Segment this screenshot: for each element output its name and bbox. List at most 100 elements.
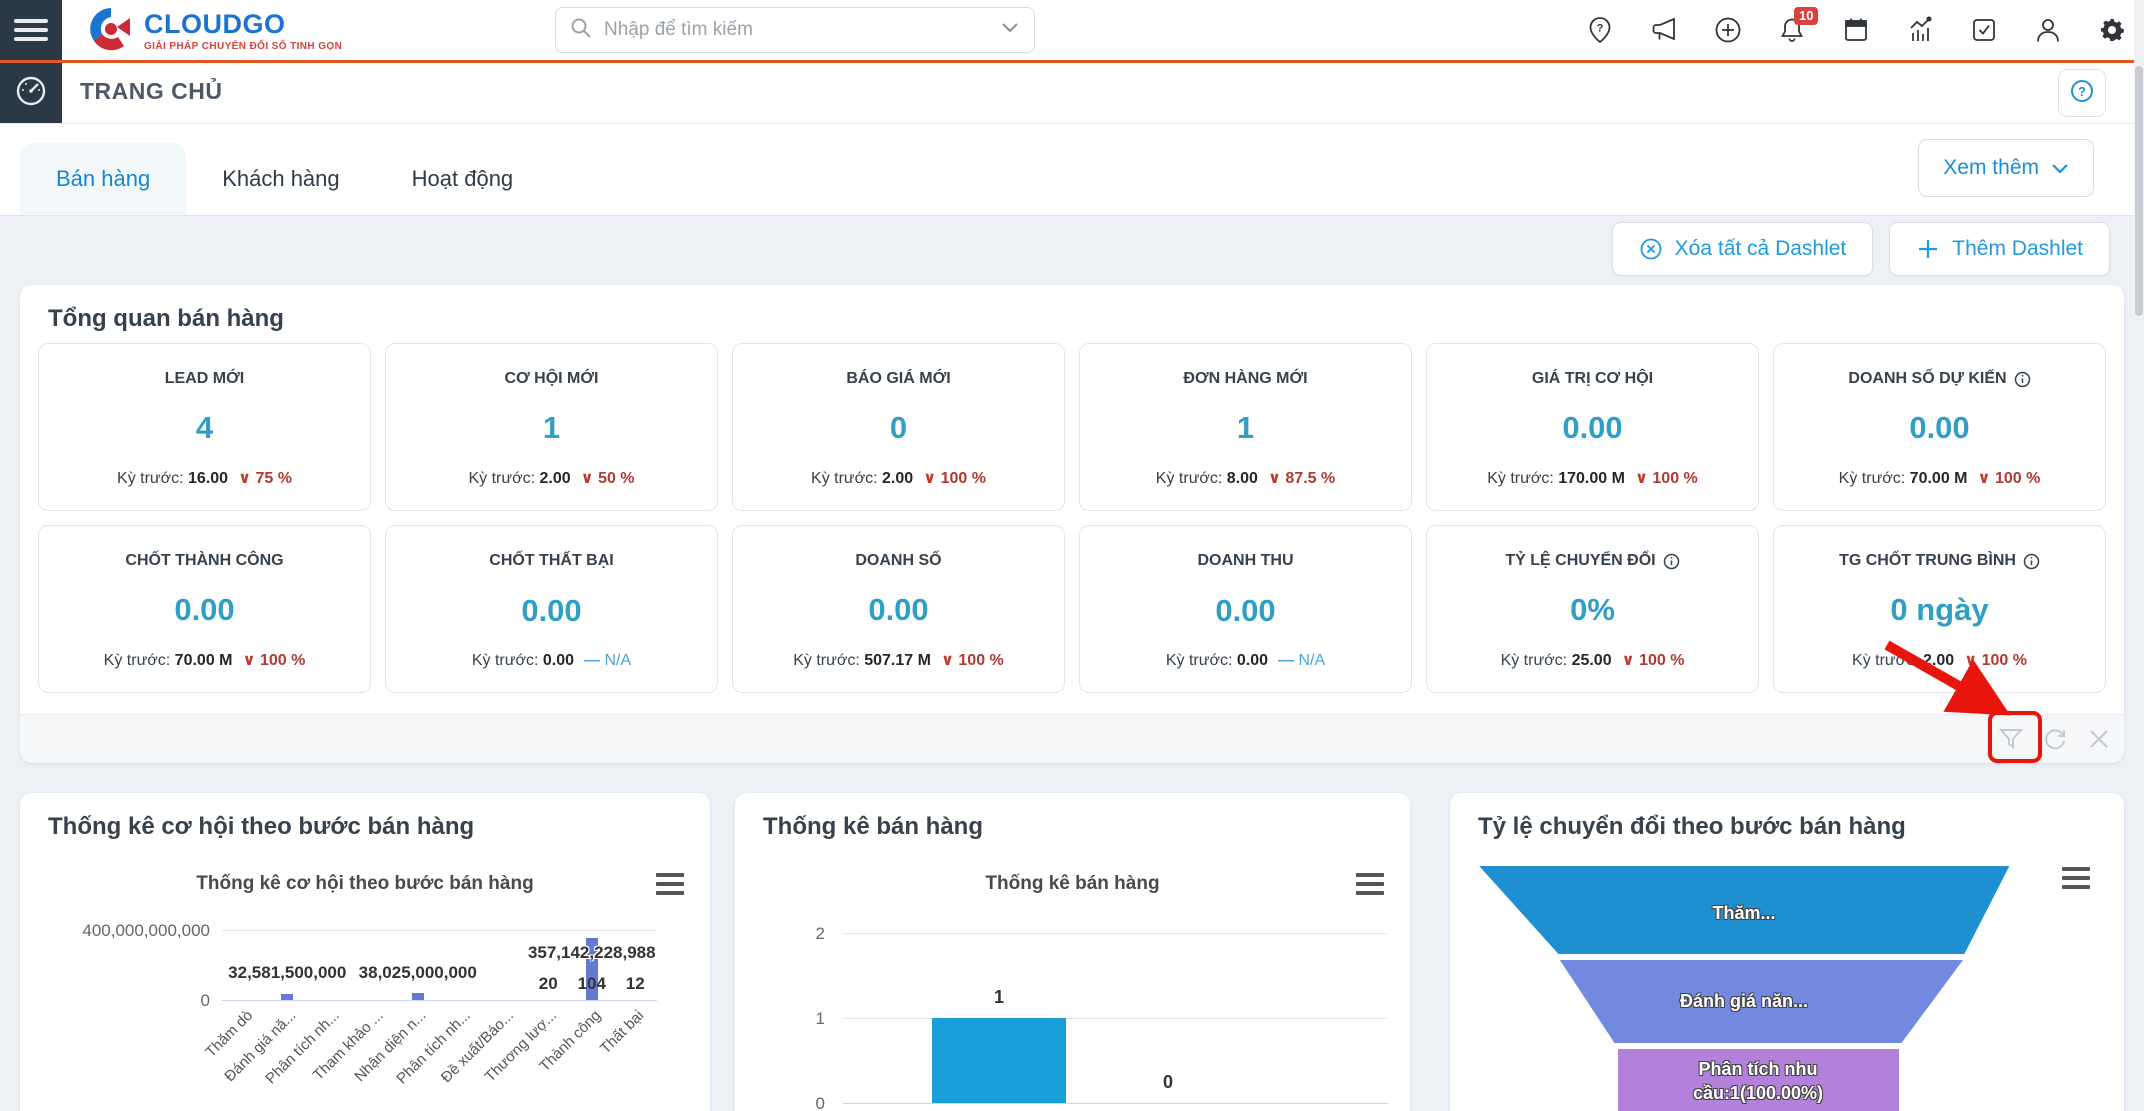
info-icon[interactable] — [1663, 553, 1680, 570]
data-label: 1 — [993, 987, 1005, 1007]
tasks-icon[interactable] — [1969, 15, 1999, 45]
plus-circle-icon[interactable] — [1713, 15, 1743, 45]
chevron-down-icon[interactable] — [1000, 21, 1020, 39]
data-label: 0 — [1162, 1072, 1174, 1092]
count-label: 104 — [577, 974, 606, 993]
funnel-chart — [1474, 855, 2064, 1111]
funnel-segment — [1556, 958, 1967, 1045]
scrollbar-thumb[interactable] — [2135, 66, 2143, 316]
kpi-value: 0% — [1570, 592, 1615, 627]
chart1-plot-area: 32,581,500,000 38,025,000,000 357,142,228,… — [202, 793, 657, 1111]
kpi-value: 0 — [889, 410, 908, 445]
y-axis-tick: 1 — [815, 1009, 825, 1028]
kpi-value: 0.00 — [1909, 410, 1970, 445]
search-input[interactable] — [602, 18, 990, 42]
bell-icon[interactable]: 10 — [1777, 7, 1819, 45]
kpi-title: DOANH THU — [1197, 552, 1294, 569]
analytics-icon[interactable] — [1905, 15, 1935, 45]
count-label: 12 — [625, 974, 645, 993]
kpi-card: TG CHỐT TRUNG BÌNH 0 ngày Kỳ trước: 2.00… — [1773, 525, 2106, 693]
x-axis-line — [222, 1000, 657, 1001]
refresh-icon[interactable] — [2042, 726, 2068, 752]
dashboard-content: Xóa tất cả Dashlet Thêm Dashlet Tổng qua… — [0, 215, 2144, 1111]
conversion-funnel-panel: Tỷ lệ chuyển đổi theo bước bán hàng Thăm… — [1450, 793, 2124, 1111]
topbar: CLOUDGO GIẢI PHÁP CHUYỂN ĐỔI SỐ TINH GỌN… — [0, 0, 2144, 63]
x-axis-line — [843, 1103, 1388, 1104]
page-title: TRANG CHỦ — [80, 78, 223, 104]
kpi-previous-period: Kỳ trước: 2.00 ∨ 50 % — [468, 470, 635, 487]
vertical-scrollbar[interactable] — [2134, 0, 2144, 1111]
kpi-value: 0.00 — [174, 592, 235, 627]
y-axis-tick: 2 — [815, 924, 825, 943]
kpi-previous-period: Kỳ trước: 8.00 ∨ 87.5 % — [1155, 470, 1336, 487]
kpi-card: DOANH SỐ DỰ KIẾN 0.00 Kỳ trước: 70.00 M ∨… — [1773, 343, 2106, 511]
more-dropdown-button[interactable]: Xem thêm — [1918, 139, 2094, 197]
location-icon[interactable]: ? — [1585, 15, 1615, 45]
topbar-icon-row: ? 10 — [1585, 0, 2127, 60]
tab-khách-hàng[interactable]: Khách hàng — [222, 166, 340, 191]
kpi-card: DOANH THU 0.00 Kỳ trước: 0.00— N/A — [1079, 525, 1412, 693]
logo-name: CLOUDGO — [144, 9, 286, 39]
y-axis-tick: 400,000,000,000 — [82, 921, 210, 940]
chart-menu-icon[interactable] — [656, 873, 684, 895]
tab-bán-hàng[interactable]: Bán hàng — [20, 143, 187, 215]
search-icon — [570, 17, 592, 44]
kpi-value: 4 — [195, 410, 214, 445]
kpi-previous-period: Kỳ trước: 2.00 ∨ 100 % — [1852, 652, 2027, 669]
chart2-panel-title: Thống kê bán hàng — [763, 813, 983, 840]
data-label: 38,025,000,000 — [358, 963, 477, 982]
clear-all-dashlets-button[interactable]: Xóa tất cả Dashlet — [1611, 222, 1874, 276]
kpi-previous-period: Kỳ trước: 170.00 M ∨ 100 % — [1487, 470, 1698, 487]
kpi-title: BÁO GIÁ MỚI — [846, 370, 951, 387]
kpi-title: TỶ LỆ CHUYỂN ĐỔI — [1505, 552, 1656, 569]
kpi-value: 0.00 — [868, 592, 929, 627]
tab-hoạt-động[interactable]: Hoạt động — [411, 166, 514, 191]
global-search[interactable] — [555, 7, 1035, 53]
info-icon[interactable] — [2014, 371, 2031, 388]
svg-text:?: ? — [2078, 84, 2086, 99]
help-button[interactable]: ? — [2058, 69, 2106, 117]
column-bar — [932, 1018, 1066, 1103]
menu-backdrop — [2010, 855, 2064, 899]
app-logo[interactable]: CLOUDGO GIẢI PHÁP CHUYỂN ĐỔI SỐ TINH GỌN — [88, 6, 342, 57]
megaphone-icon[interactable] — [1649, 15, 1679, 45]
kpi-title: DOANH SỐ DỰ KIẾN — [1848, 370, 2007, 387]
annotation-highlight-box — [1988, 711, 2042, 763]
user-icon[interactable] — [2033, 15, 2063, 45]
kpi-previous-period: Kỳ trước: 16.00 ∨ 75 % — [117, 470, 292, 487]
add-dashlet-button[interactable]: Thêm Dashlet — [1889, 222, 2110, 276]
settings-icon[interactable] — [2097, 15, 2127, 45]
calendar-icon[interactable] — [1841, 15, 1871, 45]
chart-menu-icon[interactable] — [2062, 867, 2090, 889]
kpi-previous-period: Kỳ trước: 0.00— N/A — [471, 652, 632, 669]
opportunity-stage-chart-panel: Thống kê cơ hội theo bước bán hàng Thống… — [20, 793, 710, 1111]
info-icon[interactable] — [2023, 553, 2040, 570]
gridline — [843, 1018, 1388, 1019]
kpi-card: CHỐT THÀNH CÔNG 0.00 Kỳ trước: 70.00 M ∨ … — [38, 525, 371, 693]
y-axis-tick: 0 — [200, 991, 210, 1010]
kpi-card: ĐƠN HÀNG MỚI 1 Kỳ trước: 8.00 ∨ 87.5 % — [1079, 343, 1412, 511]
kpi-title: ĐƠN HÀNG MỚI — [1183, 370, 1308, 387]
kpi-previous-period: Kỳ trước: 507.17 M ∨ 100 % — [793, 652, 1004, 669]
sidebar-item-dashboard[interactable] — [0, 63, 62, 123]
chart3-panel-title: Tỷ lệ chuyển đổi theo bước bán hàng — [1478, 813, 1906, 840]
kpi-previous-period: Kỳ trước: 70.00 M ∨ 100 % — [1838, 470, 2041, 487]
kpi-title: CHỐT THẤT BẠI — [489, 552, 614, 569]
chart2-title: Thống kê bán hàng — [985, 873, 1160, 894]
kpi-title: GIÁ TRỊ CƠ HỘI — [1531, 370, 1654, 387]
filter-icon[interactable] — [1998, 726, 2024, 752]
kpi-card: BÁO GIÁ MỚI 0 Kỳ trước: 2.00 ∨ 100 % — [732, 343, 1065, 511]
kpi-title: DOANH SỐ — [855, 552, 942, 569]
chart-menu-icon[interactable] — [1356, 873, 1384, 895]
notification-badge: 10 — [1794, 7, 1819, 25]
chart1-panel-title: Thống kê cơ hội theo bước bán hàng — [48, 813, 475, 840]
tabs-list: Bán hàng Khách hàng Hoạt động — [20, 143, 549, 215]
hamburger-menu-button[interactable] — [0, 0, 62, 60]
y-axis-tick: 0 — [815, 1094, 825, 1111]
column-bar — [411, 993, 424, 1000]
kpi-value: 0.00 — [521, 593, 582, 628]
close-icon[interactable] — [2086, 726, 2112, 752]
kpi-title: CHỐT THÀNH CÔNG — [125, 552, 284, 569]
